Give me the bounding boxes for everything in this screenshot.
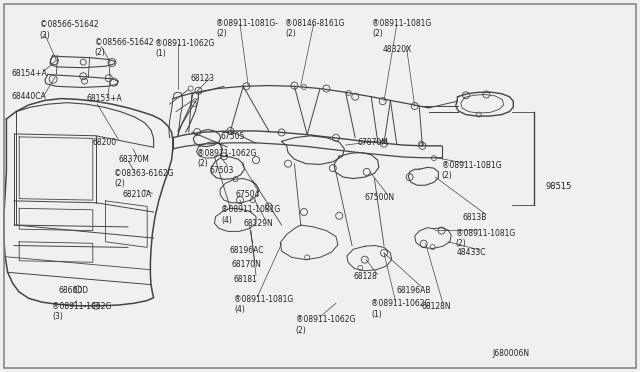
Text: ©08363-6162G
(2): ©08363-6162G (2) [114, 169, 173, 188]
Text: 68170N: 68170N [232, 260, 262, 269]
Text: ®08911-1081G-
(2): ®08911-1081G- (2) [216, 19, 278, 38]
Text: 68196AC: 68196AC [229, 246, 264, 254]
Text: J680006N: J680006N [493, 349, 530, 358]
Text: 67500N: 67500N [365, 193, 395, 202]
Text: 67504: 67504 [236, 190, 260, 199]
Text: 48320X: 48320X [383, 45, 412, 54]
Text: ®08911-1081G
(4): ®08911-1081G (4) [221, 205, 281, 225]
Text: 67505: 67505 [220, 132, 244, 141]
Text: 68196AB: 68196AB [397, 286, 431, 295]
Text: 98515: 98515 [545, 182, 572, 191]
Text: ®08146-8161G
(2): ®08146-8161G (2) [285, 19, 345, 38]
Text: 68128: 68128 [353, 272, 377, 281]
Text: 68210A: 68210A [123, 190, 152, 199]
Text: 68129N: 68129N [243, 219, 273, 228]
Text: 48433C: 48433C [457, 248, 486, 257]
Text: 67503: 67503 [210, 166, 234, 174]
Text: ®08911-1081G
(4): ®08911-1081G (4) [234, 295, 294, 314]
Text: 68153+A: 68153+A [86, 94, 122, 103]
Text: 67870M: 67870M [357, 138, 388, 147]
Text: ®08911-1081G
(2): ®08911-1081G (2) [456, 229, 515, 248]
Text: 68200: 68200 [93, 138, 117, 147]
Text: ®08911-1062G
(2): ®08911-1062G (2) [296, 315, 355, 335]
Text: 68370M: 68370M [118, 155, 149, 164]
Text: 68123: 68123 [191, 74, 215, 83]
Text: 6813B: 6813B [462, 213, 486, 222]
Text: ®08911-1062G
(1): ®08911-1062G (1) [155, 39, 214, 58]
Text: 68600D: 68600D [59, 286, 89, 295]
Text: ®08911-1062G
(1): ®08911-1062G (1) [371, 299, 431, 319]
Text: 68440CA: 68440CA [12, 92, 46, 101]
Text: 68128N: 68128N [421, 302, 451, 311]
Text: ®08911-1062G
(2): ®08911-1062G (2) [197, 149, 257, 168]
Text: ©08566-51642
(2): ©08566-51642 (2) [40, 20, 99, 40]
Text: ®08911-1062G
(3): ®08911-1062G (3) [52, 302, 112, 321]
Text: ©08566-51642
(2): ©08566-51642 (2) [95, 38, 154, 57]
Text: ®08911-1081G
(2): ®08911-1081G (2) [372, 19, 432, 38]
Text: 68181: 68181 [234, 275, 257, 283]
Text: ®08911-10B1G
(2): ®08911-10B1G (2) [442, 161, 501, 180]
Text: 68154+A: 68154+A [12, 69, 47, 78]
